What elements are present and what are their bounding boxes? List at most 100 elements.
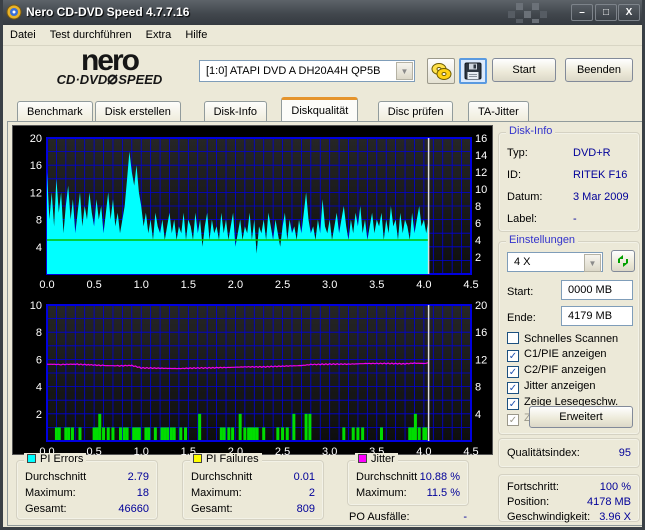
tab-diskqualit-t[interactable]: Diskqualität [281,97,359,121]
svg-text:3.0: 3.0 [322,446,337,458]
chevron-down-icon[interactable]: ▼ [396,62,413,80]
svg-text:8: 8 [475,201,481,213]
maximize-button[interactable]: □ [595,4,617,21]
checkbox-zeige-lesegeschw-[interactable]: ✓ Zeige Lesegeschw. [507,396,619,410]
menu-item-0[interactable]: Datei [10,29,36,41]
quality-index-value: 95 [618,447,631,459]
checkbox-icon: ✓ [507,414,519,426]
svg-text:20: 20 [30,133,42,145]
advanced-button[interactable]: Erweitert [529,406,633,428]
pi-failures-caption: PI Failures [190,453,262,465]
stat-row: Gesamt: 809 [191,503,315,515]
checkbox-icon [507,332,519,344]
tab-ta-jitter[interactable]: TA-Jitter [468,101,529,121]
pi-errors-box: PI Errors Durchschnitt 2.79 Maximum: 18 Gesa… [16,453,158,520]
logo-text-nero: nero [80,44,140,77]
menu-item-3[interactable]: Hilfe [185,29,208,41]
menu-item-1[interactable]: Test durchführen [49,29,132,41]
disk-info-caption: Disk-Info [506,125,556,137]
svg-text:14: 14 [475,150,487,162]
svg-text:8: 8 [475,382,481,394]
svg-text:8: 8 [36,215,42,227]
speed-select[interactable]: 4 X ▼ [507,252,603,272]
jitter-legend-icon [358,454,367,463]
svg-text:0.5: 0.5 [86,446,101,458]
svg-text:12: 12 [30,187,42,199]
checkbox-c1-pie-anzeigen[interactable]: ✓ C1/PIE anzeigen [507,348,607,362]
quality-index-row: Qualitätsindex: 95 [507,447,631,459]
drive-select[interactable]: [1:0] ATAPI DVD A DH20A4H QP5B ▼ [199,60,415,82]
svg-text:10: 10 [30,300,42,312]
stat-row: Maximum: 11.5 % [356,487,460,499]
window-title: Nero CD-DVD Speed 4.7.7.16 [26,5,190,19]
svg-text:1.0: 1.0 [134,446,149,458]
drive-select-value: [1:0] ATAPI DVD A DH20A4H QP5B [206,65,381,77]
po-failures-value: - [463,511,467,523]
svg-text:4.5: 4.5 [463,446,478,458]
refresh-icon [618,255,628,267]
tab-benchmark[interactable]: Benchmark [17,101,93,121]
pi-failures-legend-icon [193,454,202,463]
checkbox-schnelles-scannen[interactable]: Schnelles Scannen [507,332,618,347]
quality-index-box: Qualitätsindex: 95 [498,438,640,468]
close-button[interactable]: X [618,4,640,21]
tab-strip: Benchmark Disk erstellen Disk-Info Diskqual… [3,96,642,121]
settings-group: Einstellungen 4 X ▼ Start: 0000 MB Ende:… [498,234,640,435]
svg-text:2.5: 2.5 [275,279,290,291]
jitter-box: Jitter Durchschnitt 10.88 % Maximum: 11.5 % [347,453,469,506]
svg-text:3.0: 3.0 [322,279,337,291]
svg-text:2: 2 [475,252,481,264]
stat-row: Position: 4178 MB [507,496,631,508]
logo-text-cddvdspeed: CD·DVD SPEED [56,72,163,87]
checkbox-icon: ✓ [507,398,519,410]
end-input[interactable]: 4179 MB [561,306,633,326]
svg-text:2.5: 2.5 [275,446,290,458]
tab-disk-info[interactable]: Disk-Info [203,101,267,121]
svg-text:20: 20 [475,300,487,312]
stat-row: ID: RITEK F16 [507,169,628,181]
svg-text:8: 8 [36,327,42,339]
tab-page-diskquality: 4 8 12 16 20 2 4 6 8 10 12 14 16 0.0 0.5 1.0 1.5 2.0 2.5 3.… [7,121,642,526]
checkbox-icon: ✓ [507,382,519,394]
minimize-button[interactable]: – [571,4,593,21]
quality-charts-panel: 4 8 12 16 20 2 4 6 8 10 12 14 16 0.0 0.5 1.0 1.5 2.0 2.5 3.… [12,125,493,458]
checkbox-jitter-anzeigen[interactable]: ✓ Jitter anzeigen [507,380,596,394]
disc-tools-button[interactable] [427,58,455,84]
svg-text:6: 6 [36,354,42,366]
svg-text:12: 12 [475,167,487,179]
svg-text:1.5: 1.5 [181,279,196,291]
app-icon [6,4,22,20]
refresh-button[interactable] [611,250,635,272]
floppy-disk-icon [464,62,482,80]
disk-info-group: Disk-Info Typ: DVD+R ID: RITEK F16 Datum: 3 M… [498,125,640,232]
disc-glyph-icon [107,74,118,85]
tab-disk-erstellen[interactable]: Disk erstellen [94,101,181,121]
chevron-down-icon[interactable]: ▼ [584,254,601,272]
checkbox-c2-pif-anzeigen[interactable]: ✓ C2/PIF anzeigen [507,364,606,378]
stat-row: Typ: DVD+R [507,147,611,159]
svg-text:1.0: 1.0 [134,279,149,291]
tab-disc-pr-fen[interactable]: Disc prüfen [377,101,454,121]
stat-row: Durchschnitt 2.79 [25,471,149,483]
stat-row: Maximum: 18 [25,487,149,499]
start-row: Start: [507,286,534,298]
stat-row: Fortschritt: 100 % [507,481,631,493]
menu-item-2[interactable]: Extra [145,29,172,41]
svg-text:10: 10 [475,184,487,196]
stat-row: Geschwindigkeit: 3.96 X [507,511,631,523]
stat-row: Durchschnitt 0.01 [191,471,315,483]
toolbar: nero CD·DVD SPEED [1:0] ATAPI DVD A DH20A… [3,46,642,96]
stat-row: Gesamt: 46660 [25,503,149,515]
svg-text:2: 2 [36,409,42,421]
svg-text:3.5: 3.5 [369,279,384,291]
stat-row: Durchschnitt 10.88 % [356,471,460,483]
svg-text:16: 16 [475,133,487,145]
quit-button[interactable]: Beenden [565,58,633,82]
start-button[interactable]: Start [492,58,556,82]
start-input[interactable]: 0000 MB [561,280,633,300]
save-button[interactable] [459,58,487,84]
svg-text:4.0: 4.0 [416,446,431,458]
